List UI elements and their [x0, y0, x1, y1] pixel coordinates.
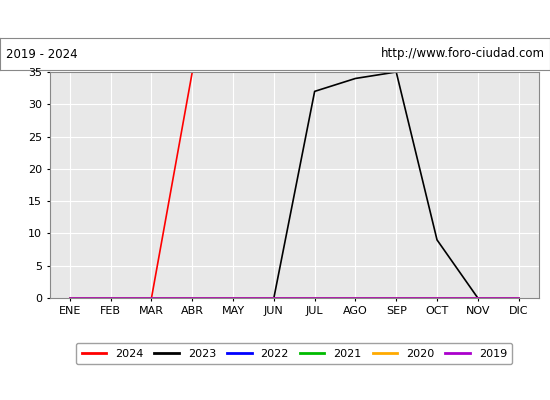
Legend: 2024, 2023, 2022, 2021, 2020, 2019: 2024, 2023, 2022, 2021, 2020, 2019: [76, 343, 513, 364]
Text: http://www.foro-ciudad.com: http://www.foro-ciudad.com: [381, 48, 544, 60]
Text: Evolucion Nº Turistas Extranjeros en el municipio de Alconada: Evolucion Nº Turistas Extranjeros en el …: [48, 12, 502, 26]
Text: 2019 - 2024: 2019 - 2024: [6, 48, 77, 60]
